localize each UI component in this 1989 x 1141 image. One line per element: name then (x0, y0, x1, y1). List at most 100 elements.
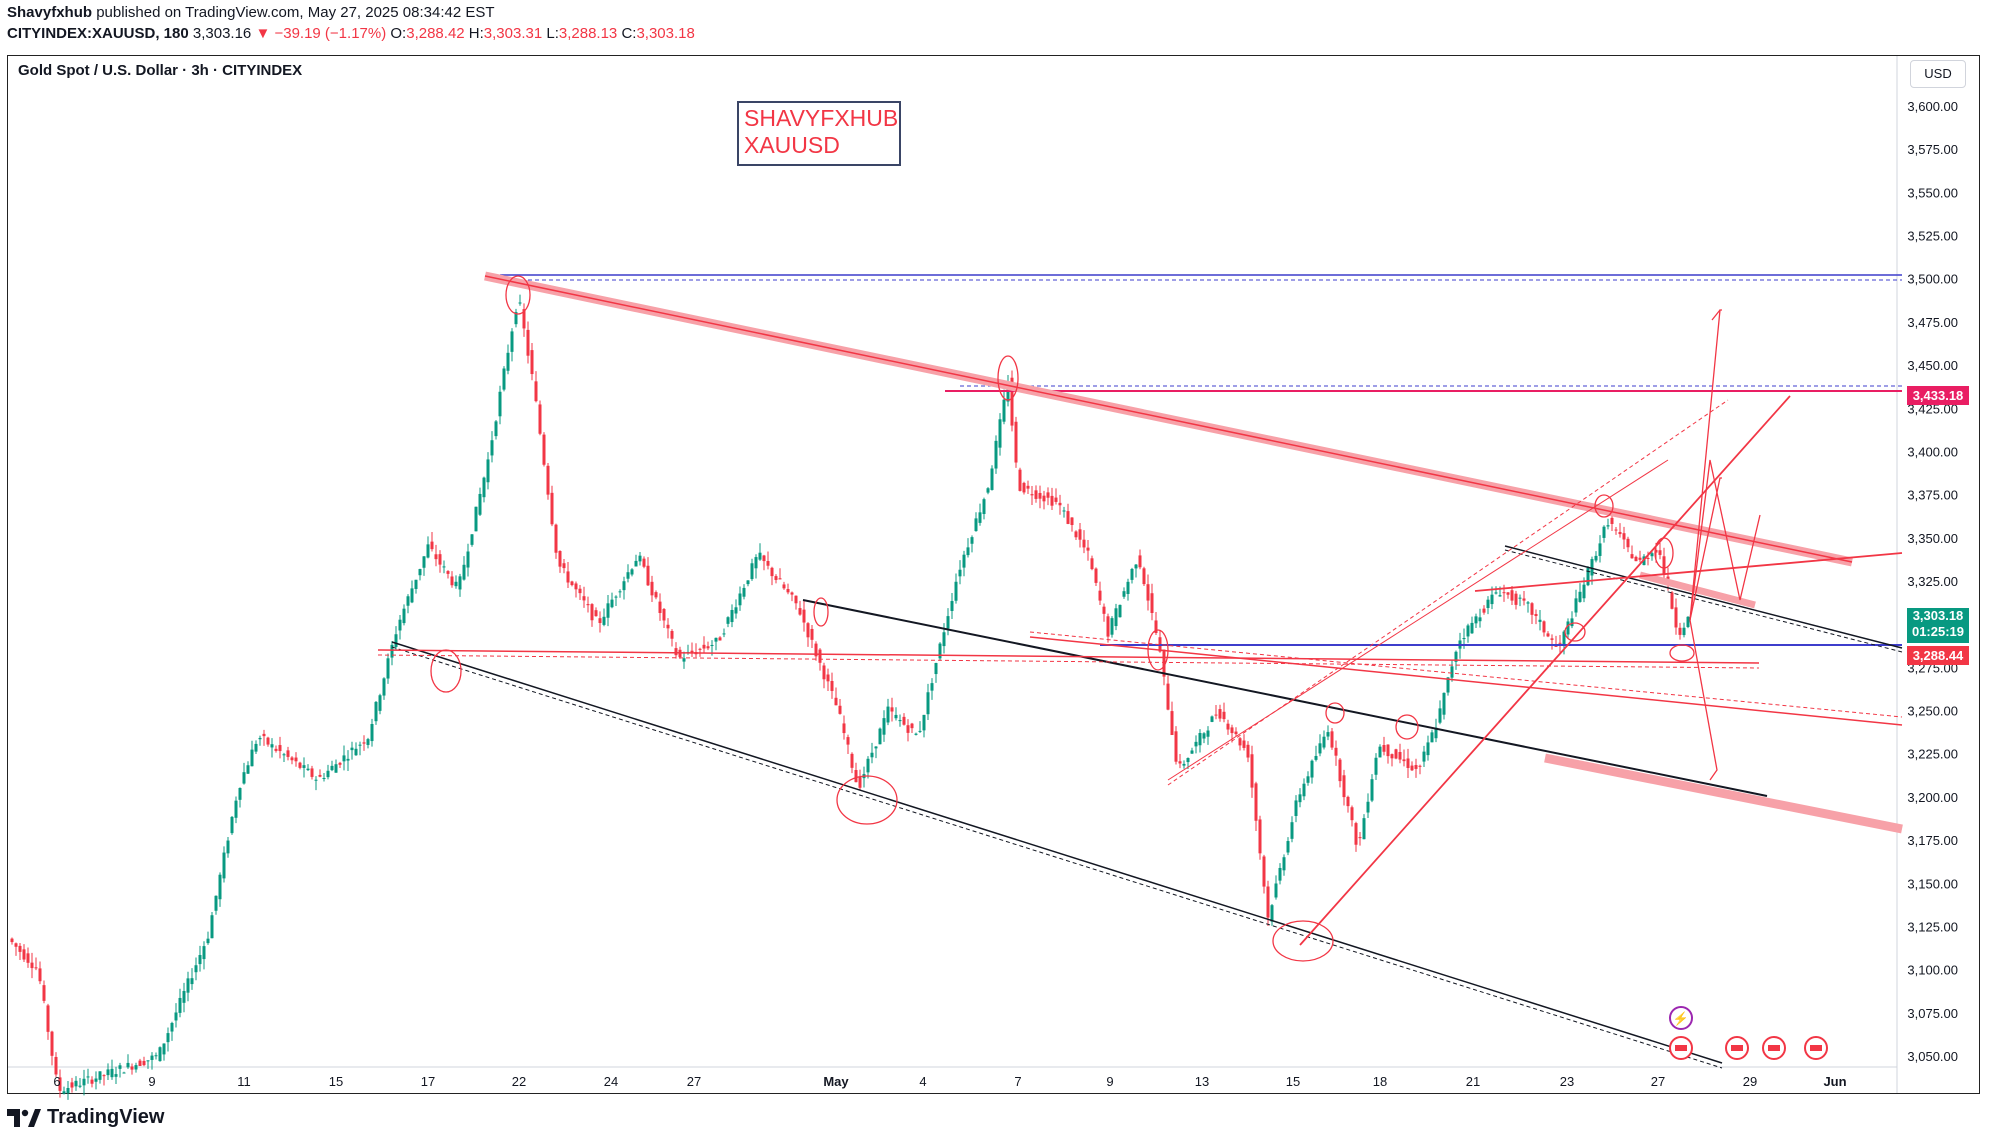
projection-up-1[interactable] (1689, 309, 1722, 621)
projection-path[interactable] (1689, 477, 1722, 621)
candle-body (1290, 822, 1294, 839)
candle-body (1202, 733, 1206, 739)
candle-body (1306, 776, 1310, 783)
candle-body (182, 991, 186, 1003)
us-flag-icon-4-flag (1810, 1045, 1822, 1051)
candle-body (1038, 492, 1042, 499)
candle-body (562, 563, 566, 569)
projection-up-1-head[interactable] (1711, 309, 1721, 321)
candle-body (1606, 525, 1610, 527)
support-line-2-dashed[interactable] (1029, 631, 1903, 718)
short-resistance-band[interactable] (1639, 571, 1756, 609)
circle-mark[interactable] (1325, 702, 1345, 724)
main-resistance-edge[interactable] (484, 275, 1853, 563)
candle-body (142, 1060, 146, 1066)
dividend-lightning-icon[interactable] (1669, 1006, 1693, 1030)
circle-mark[interactable] (836, 775, 898, 825)
candle-body (1398, 752, 1402, 760)
candle-body (982, 499, 986, 515)
candle-body (1350, 807, 1354, 821)
circle-mark[interactable] (1147, 629, 1169, 671)
candle-body (606, 603, 610, 618)
time-tick-7: 27 (687, 1074, 701, 1089)
us-flag-icon-3-flag (1768, 1045, 1780, 1051)
circle-mark[interactable] (1564, 622, 1586, 642)
candle-body (118, 1065, 122, 1069)
candle-body (598, 618, 602, 624)
candle-body (702, 644, 706, 649)
event-markers[interactable]: ⚡ (1669, 1006, 1828, 1060)
circle-mark[interactable] (1669, 644, 1695, 662)
circle-mark[interactable] (430, 649, 462, 693)
candle-body (78, 1085, 82, 1087)
publisher-name[interactable]: Shavyfxhub (7, 4, 93, 21)
candle-body (754, 557, 758, 569)
candle-body (1126, 581, 1130, 594)
candle-body (822, 665, 826, 680)
candle-body (850, 753, 854, 768)
circle-mark[interactable] (813, 597, 829, 627)
candle-body (550, 492, 554, 525)
candle-body (1134, 564, 1138, 569)
candle-body (1098, 590, 1102, 601)
rising-channel-dashed[interactable] (1167, 399, 1729, 786)
candle-body (1386, 744, 1390, 757)
support-line-2[interactable] (1029, 636, 1903, 726)
channel-support-dashed[interactable] (391, 646, 1723, 1069)
candle-body (1534, 614, 1538, 617)
time-tick-0: 6 (53, 1074, 60, 1089)
candle-body (314, 779, 318, 781)
candle-body (1114, 608, 1118, 627)
candle-body (762, 555, 766, 562)
channel-mid[interactable] (802, 599, 1768, 797)
projection-down[interactable] (1689, 619, 1718, 781)
candle-body (834, 697, 838, 706)
support-line-dashed[interactable] (377, 654, 1760, 669)
circle-top-3500[interactable] (505, 275, 531, 315)
price-tick-1: 3,575.00 (1907, 142, 1958, 157)
candle-body (1218, 709, 1222, 719)
support-line[interactable] (377, 649, 1760, 664)
currency-button[interactable]: USD (1910, 60, 1966, 88)
candle-body (722, 633, 726, 635)
candle-body (746, 580, 750, 585)
candle-body (1686, 616, 1690, 627)
time-tick-19: Jun (1823, 1074, 1846, 1089)
candle-body (10, 938, 14, 943)
channel-support[interactable] (391, 641, 1723, 1064)
candle-body (1670, 592, 1674, 609)
lower-channel-band[interactable] (1544, 753, 1903, 834)
candle-body (234, 800, 238, 818)
candle-body (206, 938, 210, 944)
circle-low[interactable] (1272, 920, 1334, 962)
candle-body (1082, 539, 1086, 548)
price-axis-labels[interactable]: 3,600.00 3,575.00 3,550.00 3,525.00 3,500.00… (1907, 99, 1958, 1064)
candle-body (794, 595, 798, 604)
candle-body (42, 985, 46, 1001)
candle-body (130, 1066, 134, 1070)
candle-body (1346, 796, 1350, 807)
circle-mark[interactable] (1395, 714, 1419, 740)
chart-legend: Gold Spot / U.S. Dollar · 3h · CITYINDEX (18, 62, 303, 79)
candle-body (162, 1043, 166, 1055)
circle-top-may7[interactable] (997, 355, 1019, 401)
candle-body (926, 692, 930, 715)
circle-mark[interactable] (1654, 537, 1674, 569)
rising-trend[interactable] (1299, 395, 1791, 946)
tradingview-logo[interactable]: TradingView (7, 1106, 164, 1129)
circle-mark[interactable] (1594, 494, 1614, 518)
time-axis-labels[interactable]: 6 9 11 15 17 22 24 27 May 4 7 9 13 15 18 21 23 27 29 Jun (53, 1074, 1846, 1089)
candle-body (1450, 666, 1454, 678)
rising-channel[interactable] (1167, 459, 1669, 781)
channel-upper[interactable] (1504, 545, 1903, 649)
candle-body (1430, 732, 1434, 743)
candle-body (1578, 591, 1582, 602)
projection-mid[interactable] (1689, 459, 1761, 621)
symbol-line: CITYINDEX:XAUUSD, 180 (7, 25, 189, 42)
candle-body (326, 770, 330, 778)
candle-body (166, 1033, 170, 1043)
short-trend[interactable] (1474, 552, 1903, 592)
candle-body (1494, 592, 1498, 594)
channel-upper-dashed[interactable] (1504, 549, 1903, 653)
